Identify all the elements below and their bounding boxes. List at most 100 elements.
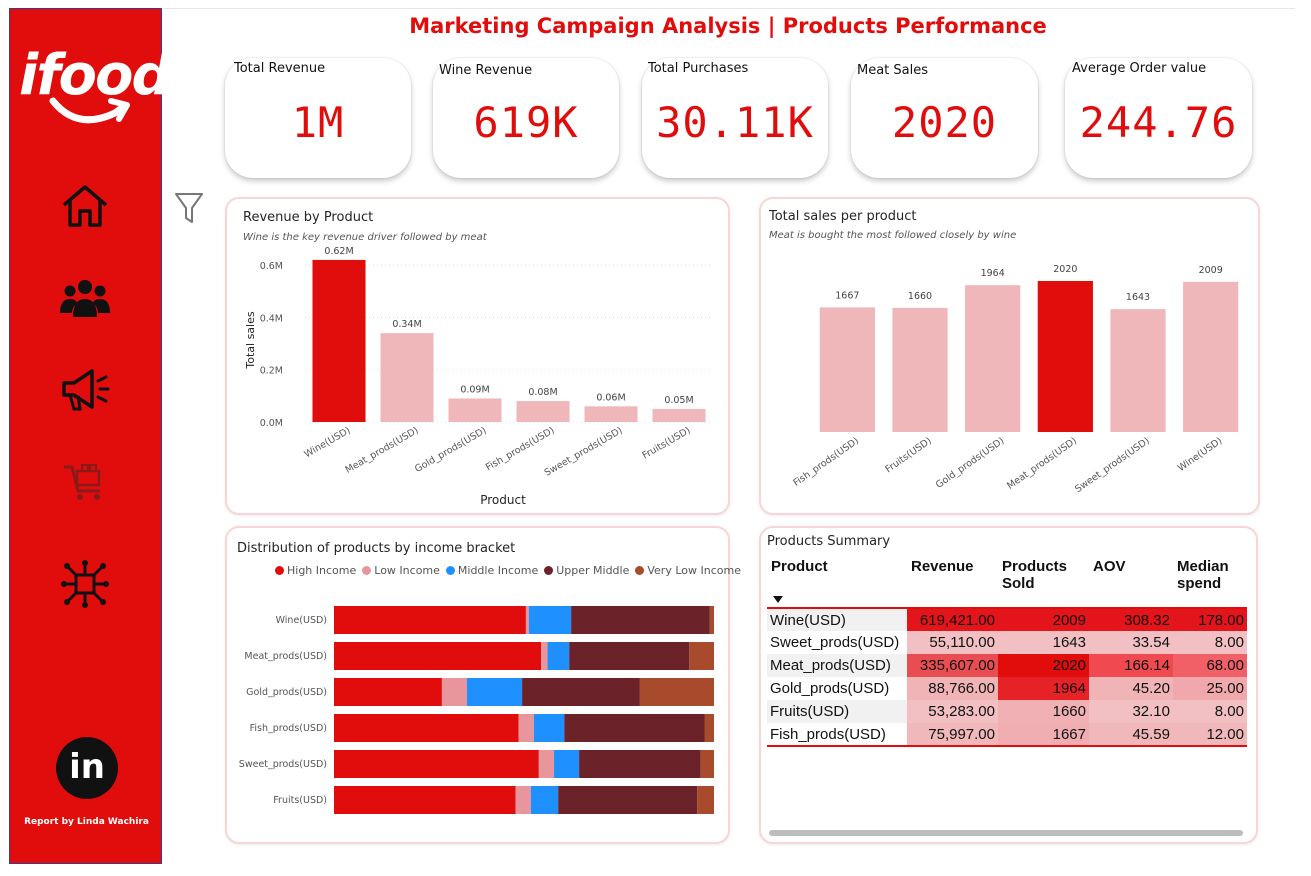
bar-segment[interactable] [334,786,516,814]
x-tick-label: Meat_prods(USD) [343,425,420,476]
kpi-value: 244.76 [1079,98,1238,147]
table-row[interactable]: Fish_prods(USD) 75,997.00 1667 45.59 12.00 [767,723,1247,746]
value-cell: 55,110.00 [907,631,998,654]
product-cell: Meat_prods(USD) [767,654,907,677]
bar-segment[interactable] [564,714,705,742]
bar-segment[interactable] [522,678,640,706]
bar[interactable] [965,285,1021,432]
bar-segment[interactable] [571,606,710,634]
x-tick-label: Gold_prods(USD) [413,425,488,475]
chart-legend: High Income Low Income Middle Income Upp… [275,564,741,577]
shopping-cart-icon[interactable] [58,455,112,509]
legend-item[interactable]: Very Low Income [635,564,741,577]
table-row[interactable]: Sweet_prods(USD) 55,110.00 1643 33.54 8.00 [767,631,1247,654]
bar-segment[interactable] [334,606,526,634]
bar[interactable] [1183,281,1239,432]
products-summary-card: Products Summary Product Revenue Product… [759,526,1258,844]
kpi-value: 1M [291,98,345,147]
bar-segment[interactable] [639,678,714,706]
value-cell: 68.00 [1173,654,1247,677]
bar[interactable] [652,408,706,422]
bar[interactable] [312,259,366,422]
value-cell: 2020 [998,654,1089,677]
bar-segment[interactable] [569,642,690,670]
column-header[interactable]: Revenue [911,558,974,575]
campaign-megaphone-icon[interactable] [58,363,112,417]
product-cell: Sweet_prods(USD) [767,631,907,654]
bar-segment[interactable] [334,642,542,670]
bar-segment[interactable] [518,714,534,742]
bar-segment[interactable] [525,606,529,634]
table-row[interactable]: Fruits(USD) 53,283.00 1660 32.10 8.00 [767,700,1247,723]
column-header[interactable]: Products Sold [1002,558,1068,592]
kpi-total-revenue: Total Revenue 1M [225,58,411,178]
home-icon[interactable] [58,179,112,233]
bar[interactable] [819,307,875,432]
customers-icon[interactable] [58,271,112,325]
horizontal-scrollbar[interactable] [769,830,1243,836]
bar[interactable] [1110,309,1166,432]
bar-segment[interactable] [533,714,565,742]
value-cell: 2009 [998,608,1089,631]
chart-subtitle: Wine is the key revenue driver followed … [243,232,487,243]
x-tick-label: Fish_prods(USD) [791,435,861,488]
bar-segment[interactable] [530,786,559,814]
column-header[interactable]: AOV [1093,558,1126,575]
bar-segment[interactable] [541,642,548,670]
legend-marker [544,566,554,575]
bar-segment[interactable] [547,642,570,670]
product-cell: Gold_prods(USD) [767,677,907,700]
y-tick-label: Meat_prods(USD) [244,651,327,662]
kpi-label: Total Revenue [234,61,326,76]
bar[interactable] [1037,280,1093,432]
bar-segment[interactable] [579,750,701,778]
legend-item[interactable]: Upper Middle [544,564,629,577]
bar-segment[interactable] [700,750,714,778]
bar-segment[interactable] [704,714,715,742]
x-tick-label: Gold_prods(USD) [934,435,1007,490]
value-cell: 1964 [998,677,1089,700]
bar-segment[interactable] [697,786,714,814]
bar-segment[interactable] [689,642,714,670]
x-tick-label: Wine(USD) [1176,435,1224,473]
column-header[interactable]: Median spend [1177,558,1229,592]
bar[interactable] [516,401,570,422]
bar-segment[interactable] [334,678,442,706]
data-label: 0.08M [528,387,557,398]
bar-segment[interactable] [441,678,467,706]
bar[interactable] [380,333,434,422]
bar-segment[interactable] [334,714,519,742]
legend-item[interactable]: Middle Income [445,564,538,577]
bar-segment[interactable] [709,606,714,634]
x-tick-label: Wine(USD) [302,425,352,460]
linkedin-icon[interactable]: in [56,737,118,799]
data-label: 0.62M [324,246,353,257]
sidebar: ifood in Report by Linda Wac [9,8,172,864]
table-row[interactable]: Meat_prods(USD) 335,607.00 2020 166.14 68.00 [767,654,1247,677]
bar[interactable] [584,406,638,422]
bar-segment[interactable] [467,678,523,706]
bar[interactable] [448,398,502,422]
bar-segment[interactable] [334,750,539,778]
logo-smile-icon [49,97,130,124]
network-icon[interactable] [58,557,112,611]
filter-icon[interactable] [174,192,204,226]
bar-segment[interactable] [558,786,698,814]
table-row[interactable]: Wine(USD) 619,421.00 2009 308.32 178.00 [767,608,1247,631]
bar-segment[interactable] [538,750,555,778]
bar-segment[interactable] [528,606,572,634]
data-label: 1964 [981,268,1005,279]
legend-item[interactable]: Low Income [362,564,440,577]
table-row[interactable]: Gold_prods(USD) 88,766.00 1964 45.20 25.00 [767,677,1247,700]
page-title: Marketing Campaign Analysis | Products P… [409,14,1047,38]
y-tick-label: Sweet_prods(USD) [239,759,327,770]
value-cell: 88,766.00 [907,677,998,700]
bar-segment[interactable] [515,786,531,814]
legend-item[interactable]: High Income [275,564,356,577]
sort-descending-icon[interactable] [773,596,783,603]
bar-segment[interactable] [554,750,580,778]
data-label: 2020 [1053,264,1077,275]
bar[interactable] [892,307,948,432]
y-tick-label: 0.0M [260,418,283,429]
column-header[interactable]: Product [771,558,828,575]
